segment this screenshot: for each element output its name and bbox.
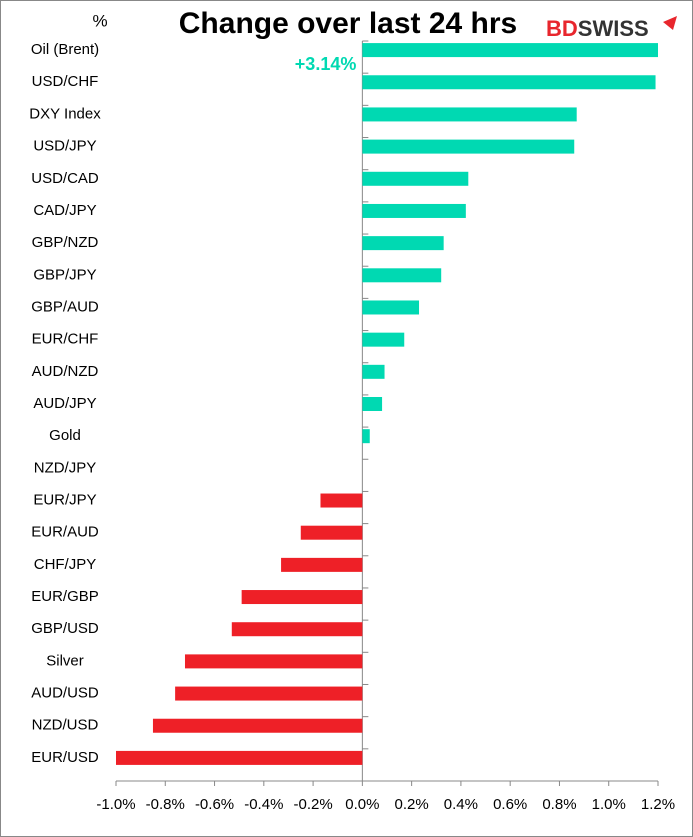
bar [152,718,363,733]
bar [362,75,656,90]
bar [281,557,363,572]
y-tick-label: NZD/JPY [34,459,97,476]
y-tick-label: AUD/JPY [33,395,96,412]
y-tick-label: EUR/USD [31,749,99,766]
x-tick-label: -1.0% [96,796,135,813]
chart-title: Change over last 24 hrs [179,7,517,40]
axis-label: % [92,11,107,30]
logo: BDSWISS [546,16,649,41]
y-tick-label: GBP/AUD [31,298,99,315]
x-tick-label: -0.8% [146,796,185,813]
bar [362,171,469,186]
y-tick-label: USD/CHF [32,73,99,90]
bar [300,525,363,540]
x-tick-label: 1.2% [641,796,675,813]
bar [362,236,444,251]
y-tick-label: EUR/JPY [33,491,96,508]
y-tick-label: CAD/JPY [33,202,96,219]
y-tick-label: GBP/USD [31,620,99,637]
y-tick-label: Oil (Brent) [31,41,99,58]
logo-part: BD [546,16,578,41]
value-label: +3.14% [295,54,357,74]
y-tick-label: CHF/JPY [34,556,97,573]
bar [184,654,363,669]
bar [362,139,575,154]
bar [362,43,658,58]
bar [362,107,577,122]
y-tick-label: AUD/USD [31,685,99,702]
y-tick-label: AUD/NZD [32,363,99,380]
y-tick-label: EUR/AUD [31,524,99,541]
bar [175,686,363,701]
x-tick-label: 0.8% [542,796,576,813]
x-tick-label: 0.6% [493,796,527,813]
bar [241,590,363,605]
bar [362,429,370,444]
x-tick-label: 0.0% [345,796,379,813]
bar [362,332,405,347]
x-tick-label: -0.4% [244,796,283,813]
y-tick-label: GBP/NZD [32,234,99,251]
x-tick-label: 0.2% [395,796,429,813]
y-tick-label: GBP/JPY [33,266,96,283]
y-tick-label: DXY Index [29,105,101,122]
bar [362,397,383,411]
y-tick-label: Silver [46,652,84,669]
bar [320,493,363,508]
bar [231,622,363,637]
bar [362,300,420,315]
bar [362,364,385,379]
y-tick-label: Gold [49,427,81,444]
y-tick-label: NZD/USD [32,717,99,734]
y-tick-label: USD/JPY [33,138,96,155]
logo-part: SWISS [578,16,649,41]
logo-mark [663,16,677,30]
x-tick-label: -0.2% [293,796,332,813]
bar [362,203,466,218]
bar [116,750,363,765]
bar [362,268,442,283]
y-tick-label: EUR/GBP [31,588,99,605]
x-tick-label: -0.6% [195,796,234,813]
x-tick-label: 1.0% [592,796,626,813]
x-tick-label: 0.4% [444,796,478,813]
y-tick-label: EUR/CHF [32,331,99,348]
y-tick-label: USD/CAD [31,170,99,187]
